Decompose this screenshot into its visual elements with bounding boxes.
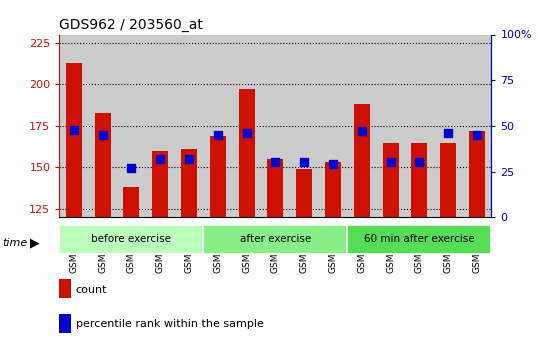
- Bar: [204, 34, 347, 217]
- Bar: [383, 142, 399, 217]
- Point: [415, 160, 424, 165]
- Text: GDS962 / 203560_at: GDS962 / 203560_at: [59, 18, 203, 32]
- Point: [70, 127, 78, 132]
- Bar: [440, 142, 456, 217]
- Point: [329, 161, 338, 167]
- Text: ▶: ▶: [30, 237, 39, 250]
- Point: [300, 160, 308, 165]
- Text: 60 min after exercise: 60 min after exercise: [364, 235, 475, 244]
- Bar: [239, 89, 254, 217]
- Point: [98, 132, 107, 138]
- Bar: [267, 159, 284, 217]
- Text: before exercise: before exercise: [91, 235, 171, 244]
- Bar: [94, 112, 111, 217]
- Bar: [347, 34, 491, 217]
- Point: [472, 132, 481, 138]
- Text: after exercise: after exercise: [240, 235, 311, 244]
- Point: [357, 129, 366, 134]
- Bar: [347, 225, 491, 254]
- Bar: [411, 142, 427, 217]
- Bar: [296, 169, 312, 217]
- Bar: [325, 162, 341, 217]
- Bar: [66, 63, 82, 217]
- Bar: [124, 187, 139, 217]
- Text: percentile rank within the sample: percentile rank within the sample: [76, 319, 264, 329]
- Bar: [59, 225, 204, 254]
- Point: [127, 165, 136, 171]
- Point: [444, 130, 453, 136]
- Bar: [469, 131, 485, 217]
- Bar: [152, 151, 168, 217]
- Point: [213, 132, 222, 138]
- Text: time: time: [3, 238, 28, 248]
- Point: [185, 156, 193, 161]
- Bar: [59, 34, 204, 217]
- Point: [271, 160, 280, 165]
- Bar: [354, 104, 370, 217]
- Text: count: count: [76, 285, 107, 295]
- Point: [386, 160, 395, 165]
- Bar: [210, 136, 226, 217]
- Bar: [204, 225, 347, 254]
- Point: [156, 156, 165, 161]
- Point: [242, 130, 251, 136]
- Bar: [181, 149, 197, 217]
